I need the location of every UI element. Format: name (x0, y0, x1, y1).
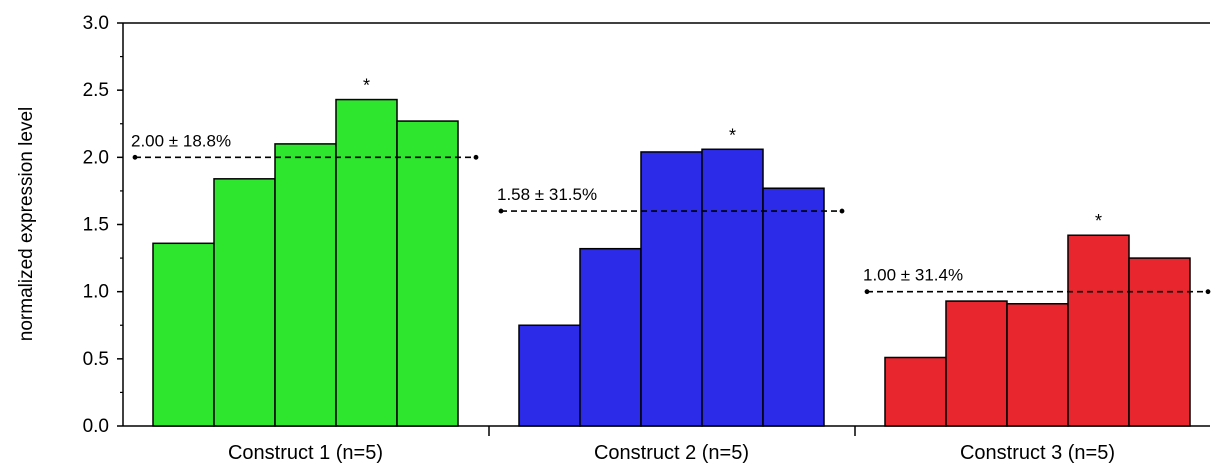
mean-label: 1.58 ± 31.5% (497, 185, 597, 204)
mean-label: 1.00 ± 31.4% (863, 266, 963, 285)
bar (579, 247, 642, 427)
y-tick-label: 1.5 (83, 215, 109, 236)
y-tick-label: 0.0 (83, 416, 109, 437)
category-label: Construct 1 (n=5) (228, 442, 383, 464)
y-tick-label: 0.5 (83, 349, 109, 370)
bar (1006, 303, 1069, 427)
y-tick-label: 1.0 (83, 282, 109, 303)
y-axis-title: normalized expression level (16, 107, 37, 341)
mean-line-endpoint (1205, 289, 1211, 295)
bar (884, 356, 947, 427)
bar (518, 324, 581, 427)
bar (701, 148, 764, 427)
bar (1067, 234, 1130, 427)
y-tick-label: 2.0 (83, 147, 109, 168)
category-label: Construct 3 (n=5) (960, 442, 1115, 464)
bar (152, 242, 215, 427)
bar (396, 120, 459, 427)
mean-line-endpoint (864, 289, 870, 295)
bar (762, 187, 825, 427)
bar (335, 98, 398, 427)
significance-star: * (1095, 211, 1102, 231)
bar (640, 151, 703, 427)
bars (152, 98, 1191, 427)
mean-label: 2.00 ± 18.8% (131, 131, 231, 150)
bar (945, 300, 1008, 427)
bar (213, 178, 276, 427)
significance-star: * (363, 76, 370, 96)
mean-line-endpoint (839, 208, 845, 214)
y-tick-label: 3.0 (83, 13, 109, 34)
y-tick-label: 2.5 (83, 80, 109, 101)
mean-lines (132, 154, 1211, 295)
bar (274, 143, 337, 427)
mean-line-endpoint (132, 154, 138, 160)
significance-star: * (729, 125, 736, 145)
mean-line-endpoint (498, 208, 504, 214)
mean-line-endpoint (473, 154, 479, 160)
category-label: Construct 2 (n=5) (594, 442, 749, 464)
bar (1128, 257, 1191, 427)
labels: Construct 1 (n=5) 2.00 ± 18.8% * Construct … (131, 76, 1115, 464)
